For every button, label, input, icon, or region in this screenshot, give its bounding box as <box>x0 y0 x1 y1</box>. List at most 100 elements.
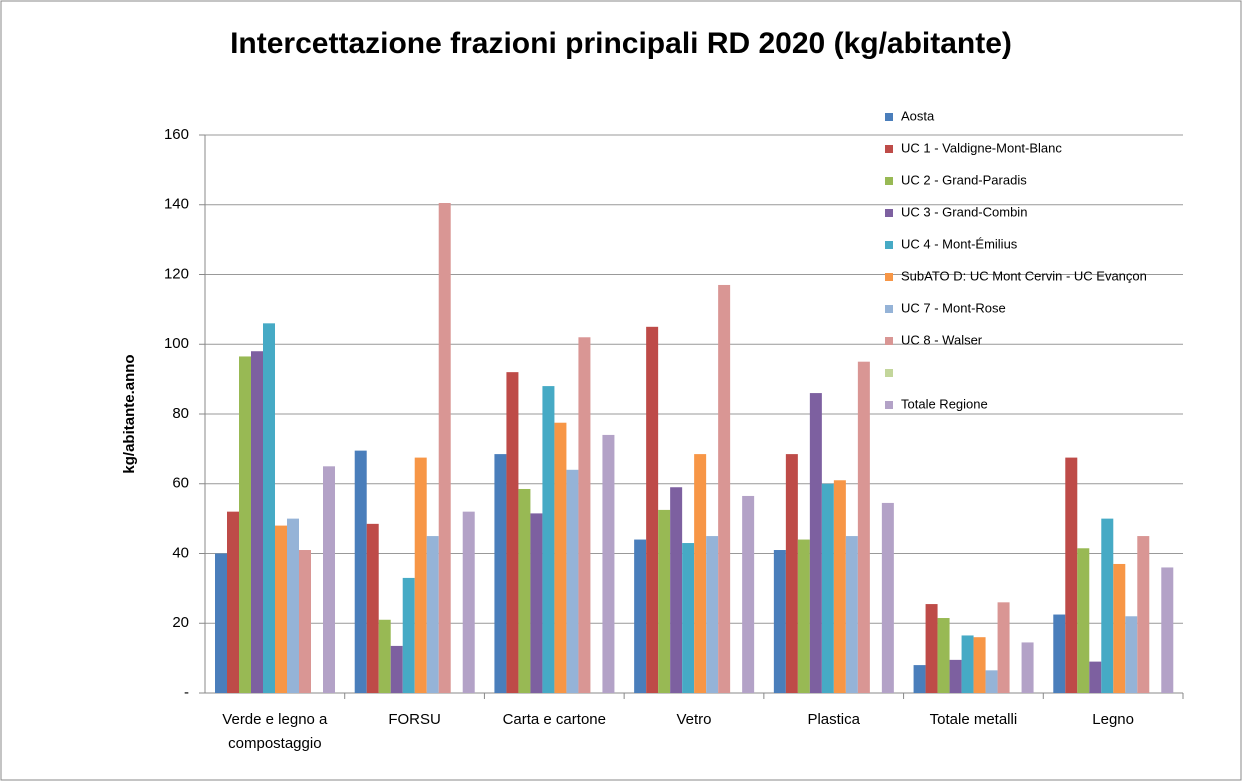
legend-label: UC 3 - Grand-Combin <box>901 204 1027 219</box>
bar <box>809 393 822 693</box>
bar <box>821 483 834 693</box>
legend-label: SubATO D: UC Mont Cervin - UC Evançon <box>901 268 1147 283</box>
y-tick-label: 60 <box>172 475 189 492</box>
legend-label: UC 7 - Mont-Rose <box>901 300 1006 315</box>
y-tick-label: 20 <box>172 614 189 631</box>
y-tick-label: 140 <box>164 196 189 213</box>
bar <box>845 536 858 693</box>
bar <box>602 434 615 693</box>
legend-swatch <box>885 305 893 313</box>
bar <box>1101 518 1114 693</box>
x-tick-label: Vetro <box>676 711 711 728</box>
bar <box>215 553 227 693</box>
y-tick-label: 80 <box>172 405 189 422</box>
x-tick-label: Legno <box>1092 711 1134 728</box>
bar <box>1053 614 1066 693</box>
bar <box>925 604 938 693</box>
x-tick-line: Verde e legno a <box>222 711 328 728</box>
legend-label: UC 4 - Mont-Émilius <box>901 236 1018 251</box>
bar <box>299 550 311 693</box>
bar <box>578 337 591 693</box>
legend-label: Totale Regione <box>901 396 988 411</box>
bar <box>949 659 962 693</box>
bar <box>390 645 403 693</box>
legend-label: UC 8 - Walser <box>901 332 983 347</box>
y-axis-label: kg/abitante.anno <box>121 354 138 473</box>
bar <box>438 203 451 693</box>
x-tick-line: Totale metalli <box>930 711 1018 728</box>
bar <box>694 454 707 693</box>
y-tick-label: - <box>184 684 189 701</box>
bar <box>670 487 683 693</box>
bar <box>530 513 543 693</box>
y-tick-label: 40 <box>172 544 189 561</box>
x-tick-line: Vetro <box>676 711 711 728</box>
x-tick-label: FORSU <box>388 711 441 728</box>
bar <box>566 469 579 693</box>
legend-swatch <box>885 209 893 217</box>
bar <box>554 422 567 693</box>
bar <box>462 511 475 693</box>
bar <box>833 480 846 693</box>
bar <box>881 502 894 693</box>
bar <box>706 536 719 693</box>
bar <box>913 665 926 693</box>
legend-label: Aosta <box>901 108 935 123</box>
bar <box>506 372 519 693</box>
bar <box>402 577 415 693</box>
x-tick-line: Legno <box>1092 711 1134 728</box>
x-tick-label: Totale metalli <box>930 711 1018 728</box>
bar <box>1137 536 1150 693</box>
bar <box>785 454 798 693</box>
y-tick-label: 160 <box>164 126 189 143</box>
bar <box>718 284 731 693</box>
bar <box>227 511 239 693</box>
bar <box>961 635 974 693</box>
bar <box>287 518 299 693</box>
bar <box>414 457 427 693</box>
y-tick-label: 120 <box>164 265 189 282</box>
x-tick-label: Plastica <box>807 711 860 728</box>
bar <box>1089 661 1102 693</box>
bar <box>973 637 986 693</box>
bar <box>1161 567 1174 693</box>
bar <box>251 351 263 693</box>
bar <box>494 454 507 693</box>
bar <box>263 323 275 693</box>
x-tick-line: compostaggio <box>228 735 321 752</box>
legend-swatch <box>885 401 893 409</box>
x-tick-label: Carta e cartone <box>503 711 606 728</box>
bar <box>354 450 367 693</box>
bar <box>985 670 998 693</box>
bar <box>937 618 950 693</box>
bar <box>857 361 870 693</box>
legend-swatch <box>885 145 893 153</box>
bar <box>1065 457 1078 693</box>
bar <box>542 386 555 693</box>
bar <box>378 619 391 693</box>
bar <box>742 495 755 693</box>
chart-title: Intercettazione frazioni principali RD 2… <box>230 27 1012 60</box>
bar <box>275 525 287 693</box>
y-tick-label: 100 <box>164 335 189 352</box>
bar <box>658 509 671 693</box>
legend-swatch <box>885 241 893 249</box>
bar <box>797 539 810 693</box>
bar <box>426 536 439 693</box>
bar <box>1021 642 1034 693</box>
bar <box>997 602 1010 693</box>
legend-swatch <box>885 273 893 281</box>
bar <box>634 539 647 693</box>
bar <box>239 356 251 693</box>
legend-label: UC 1 - Valdigne-Mont-Blanc <box>901 140 1062 155</box>
bar <box>1125 616 1138 693</box>
x-tick-label: Verde e legno a compostaggio <box>222 711 328 752</box>
x-tick-line: FORSU <box>388 711 441 728</box>
bar <box>773 550 786 693</box>
legend-swatch <box>885 337 893 345</box>
legend-swatch <box>885 113 893 121</box>
legend-label: UC 2 - Grand-Paradis <box>901 172 1027 187</box>
bar <box>1077 548 1090 693</box>
